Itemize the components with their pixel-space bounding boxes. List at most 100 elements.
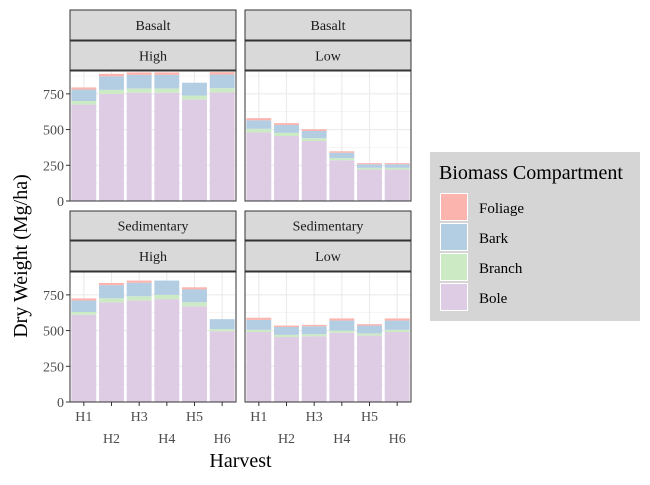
facet-strip-row-label: Sedimentary (293, 220, 364, 235)
bar-segment-foliage (301, 129, 327, 131)
bar-segment-bark (274, 327, 299, 335)
bar-segment-bark (154, 74, 180, 89)
bar-segment-bole (209, 92, 235, 201)
bar-segment-bole (71, 104, 97, 201)
bar-segment-bole (126, 92, 152, 201)
bar-segment-branch (154, 294, 180, 300)
facet-strip-col (69, 240, 237, 272)
bar-segment-branch (246, 329, 272, 332)
bar-segment-bole (357, 169, 382, 201)
y-tick-label: 250 (43, 360, 64, 375)
bar-segment-branch (357, 167, 382, 170)
bar-segment-foliage (99, 283, 124, 286)
bar-segment-bark (301, 131, 327, 139)
bar-segment-bole (154, 299, 180, 402)
bar-segment-branch (71, 101, 97, 105)
bar-segment-bark (384, 320, 410, 330)
facet-strip-row-label: Basalt (136, 19, 171, 34)
panel-background (70, 272, 236, 402)
bar-segment-branch (126, 296, 152, 301)
x-tick-label: H3 (131, 410, 148, 425)
panel-border (244, 70, 412, 202)
facet-strip-col (244, 40, 412, 71)
x-tick-label: H5 (186, 410, 203, 425)
bar-segment-foliage (154, 72, 180, 75)
panel-border (244, 271, 412, 403)
legend-swatch-foliage (441, 194, 467, 220)
x-tick-label: H2 (103, 432, 120, 447)
bar-segment-foliage (274, 325, 299, 327)
bar-segment-bole (182, 99, 207, 201)
axes-layer: 0 250 500 750 0 250 500 750 H1 H2 H3 H4 H5 H6 H1 H2 H3 H4… (43, 88, 406, 447)
facet-panel: Basalt Low (244, 9, 412, 202)
y-tick-label: 0 (57, 396, 64, 411)
bar-segment-foliage (384, 163, 410, 165)
panel-background (245, 71, 411, 201)
facet-strip-row-label: Sedimentary (118, 220, 189, 235)
bar-segment-branch (209, 329, 235, 332)
bar-segment-bark (301, 326, 327, 335)
bar-segment-bark (71, 300, 97, 312)
bar-segment-bole (274, 136, 299, 201)
bar-segment-bark (154, 280, 180, 295)
bar-segment-branch (329, 158, 355, 161)
facet-strip-col (244, 240, 412, 272)
facet-strip-row-label: Basalt (311, 19, 346, 34)
facet-strip-row (69, 9, 237, 41)
x-tick-label: H4 (158, 432, 175, 447)
bar-segment-branch (301, 138, 327, 141)
legend-swatch-branch (441, 254, 467, 280)
bar-segment-branch (154, 88, 180, 93)
bar-segment-bark (71, 89, 97, 101)
bar-segment-branch (209, 88, 235, 93)
bar-segment-bark (126, 74, 152, 89)
facet-strip-row (244, 9, 412, 41)
bar-segment-branch (246, 128, 272, 133)
legend-label: Bark (479, 231, 509, 247)
y-tick-label: 250 (43, 159, 64, 174)
bar-segment-branch (71, 312, 97, 315)
panel-background (245, 272, 411, 402)
bar-segment-foliage (246, 317, 272, 320)
bar-segment-bark (182, 82, 207, 96)
bar-segment-bole (301, 141, 327, 201)
bar-segment-branch (182, 95, 207, 100)
bar-segment-branch (274, 334, 299, 337)
facet-strip-col-label: High (139, 50, 167, 65)
bar-segment-bole (99, 302, 124, 402)
facet-strip-col (69, 40, 237, 71)
x-tick-label: H6 (389, 432, 406, 447)
bar-segment-foliage (71, 87, 97, 90)
facet-strip-row (69, 210, 237, 241)
x-tick-label: H1 (75, 410, 92, 425)
facet-strip-col-label: Low (315, 50, 342, 65)
legend-items: Foliage Bark Branch Bole (440, 193, 524, 311)
bar-segment-bole (357, 335, 382, 402)
bar-segment-bole (301, 336, 327, 402)
bar-segment-branch (329, 330, 355, 333)
bar-segment-branch (99, 89, 124, 94)
bar-segment-foliage (126, 280, 152, 283)
y-tick-label: 750 (43, 88, 64, 103)
bar-segment-bark (274, 125, 299, 133)
bar-segment-foliage (246, 118, 272, 121)
bar-segment-foliage (209, 72, 235, 75)
bar-segment-foliage (301, 324, 327, 327)
x-axis-title: Harvest (209, 450, 272, 472)
legend-title: Biomass Compartment (439, 162, 623, 184)
y-tick-label: 500 (43, 124, 64, 139)
bar-segment-bark (329, 152, 355, 159)
bar-segment-bole (274, 337, 299, 402)
bar-segment-bark (246, 319, 272, 330)
bar-segment-bark (246, 120, 272, 129)
bar-segment-branch (274, 132, 299, 136)
bar-segment-foliage (99, 73, 124, 77)
x-tick-label: H3 (306, 410, 323, 425)
facet-panel: Sedimentary High (69, 210, 237, 403)
bar-segment-bole (126, 300, 152, 402)
x-tick-label: H6 (214, 432, 231, 447)
bar-segment-bark (209, 74, 235, 89)
bar-segment-bole (209, 331, 235, 402)
bar-segment-bole (329, 332, 355, 402)
bar-segment-branch (99, 298, 124, 303)
